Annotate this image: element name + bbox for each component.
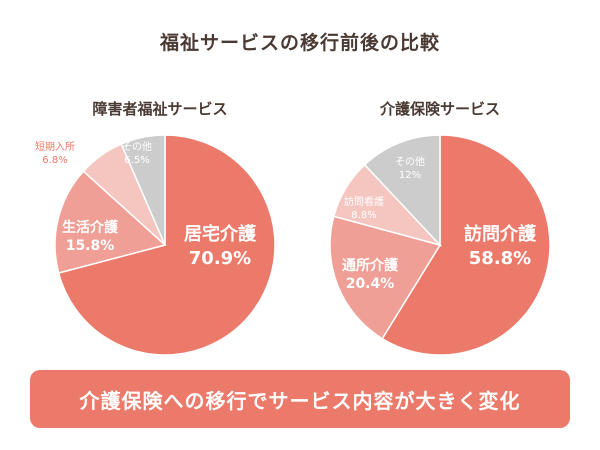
slice-label-生活介護: 生活介護 [62, 219, 119, 236]
slice-label-居宅介護: 居宅介護 [184, 223, 257, 245]
slice-label-通所介護: 通所介護 [342, 257, 399, 274]
slice-value-訪問介護: 58.8% [469, 248, 531, 269]
page-title: 福祉サービスの移行前後の比較 [159, 32, 440, 54]
chart-title-disability-welfare: 障害者福祉サービス [92, 100, 228, 118]
slice-value-その他: 6.5% [124, 155, 149, 166]
slice-value-居宅介護: 70.9% [189, 248, 251, 269]
summary-banner-text: 介護保険への移行でサービス内容が大きく変化 [79, 388, 521, 413]
slice-label-その他: その他 [122, 140, 152, 153]
pie-slice-居宅介護 [57, 134, 276, 356]
slice-value-訪問看護: 8.8% [351, 210, 376, 221]
slice-value-生活介護: 15.8% [66, 238, 115, 254]
summary-banner: 介護保険への移行でサービス内容が大きく変化 [30, 370, 570, 428]
slice-label-訪問介護: 訪問介護 [464, 223, 537, 245]
pie-slice-通所介護 [329, 215, 442, 340]
pie-slice-生活介護 [54, 170, 167, 274]
slice-value-通所介護: 20.4% [346, 276, 395, 292]
slice-label-短期入所: 短期入所 [35, 140, 75, 153]
slice-value-その他: 12% [399, 170, 421, 181]
pie-slice-その他 [363, 134, 441, 247]
slice-label-訪問看護: 訪問看護 [344, 195, 384, 208]
pie-chart-disability-welfare: 居宅介護 70.9% 生活介護 15.8% 短期入所 6.8% その他 6.5% [35, 134, 276, 356]
pie-chart-care-insurance: 訪問介護 58.8% 通所介護 20.4% 訪問看護 8.8% その他 12% [329, 134, 551, 356]
pie-slice-訪問介護 [381, 134, 551, 356]
slice-value-短期入所: 6.8% [42, 155, 67, 166]
chart-title-care-insurance: 介護保険サービス [379, 100, 500, 118]
slice-label-その他: その他 [395, 155, 425, 168]
pie-slice-その他 [120, 134, 166, 246]
